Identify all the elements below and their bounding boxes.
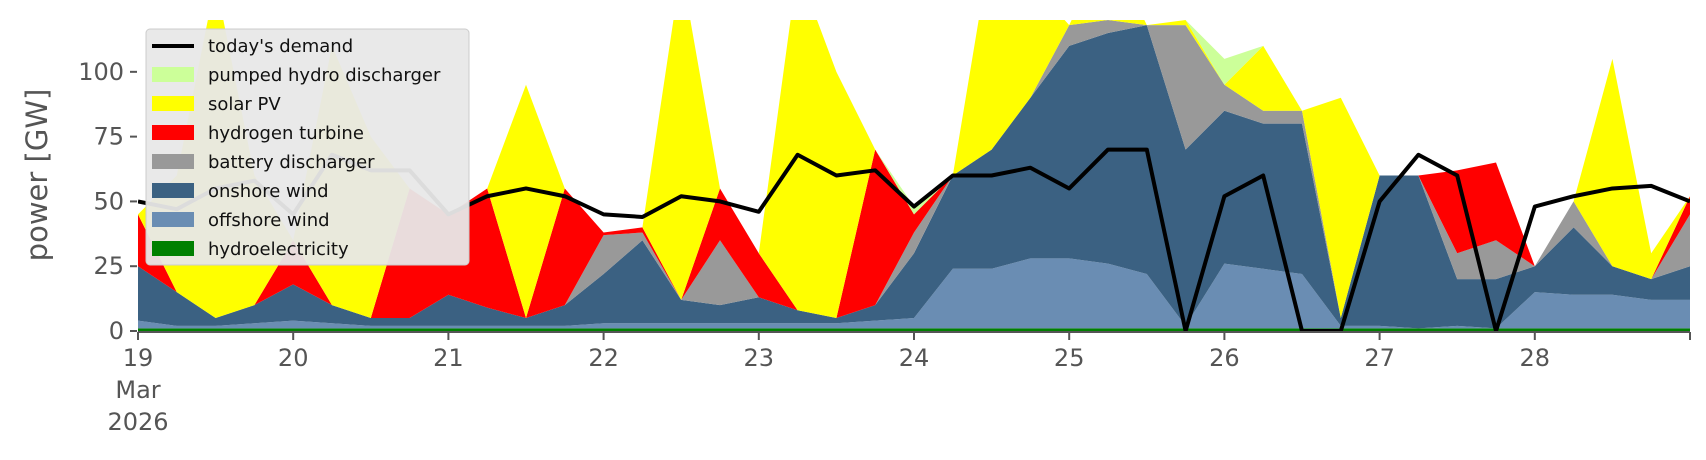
legend-marker xyxy=(152,125,194,140)
x-tick-label: 27 xyxy=(1364,344,1395,372)
legend-label: solar PV xyxy=(208,94,281,115)
legend-label: battery discharger xyxy=(208,152,375,173)
x-tick-label: 23 xyxy=(744,344,775,372)
legend-label: today's demand xyxy=(208,36,353,57)
legend-label: offshore wind xyxy=(208,210,330,231)
y-axis-title: power [GW] xyxy=(20,89,54,262)
area-hydroelectricity xyxy=(138,328,1690,331)
y-tick-label: 0 xyxy=(109,317,124,345)
x-tick-label: 19 xyxy=(123,344,154,372)
y-tick-label: 75 xyxy=(93,123,124,151)
area-solar-pv xyxy=(138,20,1690,319)
x-tick-label: Mar xyxy=(115,376,160,404)
legend-label: pumped hydro discharger xyxy=(208,65,441,86)
legend-label: hydroelectricity xyxy=(208,239,349,260)
legend-marker xyxy=(152,154,194,169)
legend-marker xyxy=(152,212,194,227)
legend-marker xyxy=(152,67,194,82)
legend-label: onshore wind xyxy=(208,181,329,202)
legend-marker xyxy=(152,183,194,198)
x-tick-label: 25 xyxy=(1054,344,1085,372)
y-tick-label: 50 xyxy=(93,187,124,215)
x-tick-label: 20 xyxy=(278,344,309,372)
legend-box xyxy=(145,28,470,266)
x-tick-label: 26 xyxy=(1209,344,1240,372)
y-tick-label: 25 xyxy=(93,252,124,280)
area-offshore-wind xyxy=(138,258,1690,329)
x-tick-label: 22 xyxy=(588,344,619,372)
x-tick-label: 21 xyxy=(433,344,464,372)
area-onshore-wind xyxy=(138,25,1690,329)
legend-marker xyxy=(152,96,194,111)
x-tick-label: 24 xyxy=(899,344,930,372)
legend-marker xyxy=(152,241,194,256)
axes: 0 25 50 75 100 19 Mar 2026 20 21 22 23 24 25 26 27 28 xyxy=(78,58,1691,436)
legend: today's demand pumped hydro discharger sol… xyxy=(145,28,470,266)
legend-label: hydrogen turbine xyxy=(208,123,364,144)
x-tick-label: 2026 xyxy=(107,408,168,436)
x-tick-label: 28 xyxy=(1520,344,1551,372)
y-tick-label: 100 xyxy=(78,58,124,86)
